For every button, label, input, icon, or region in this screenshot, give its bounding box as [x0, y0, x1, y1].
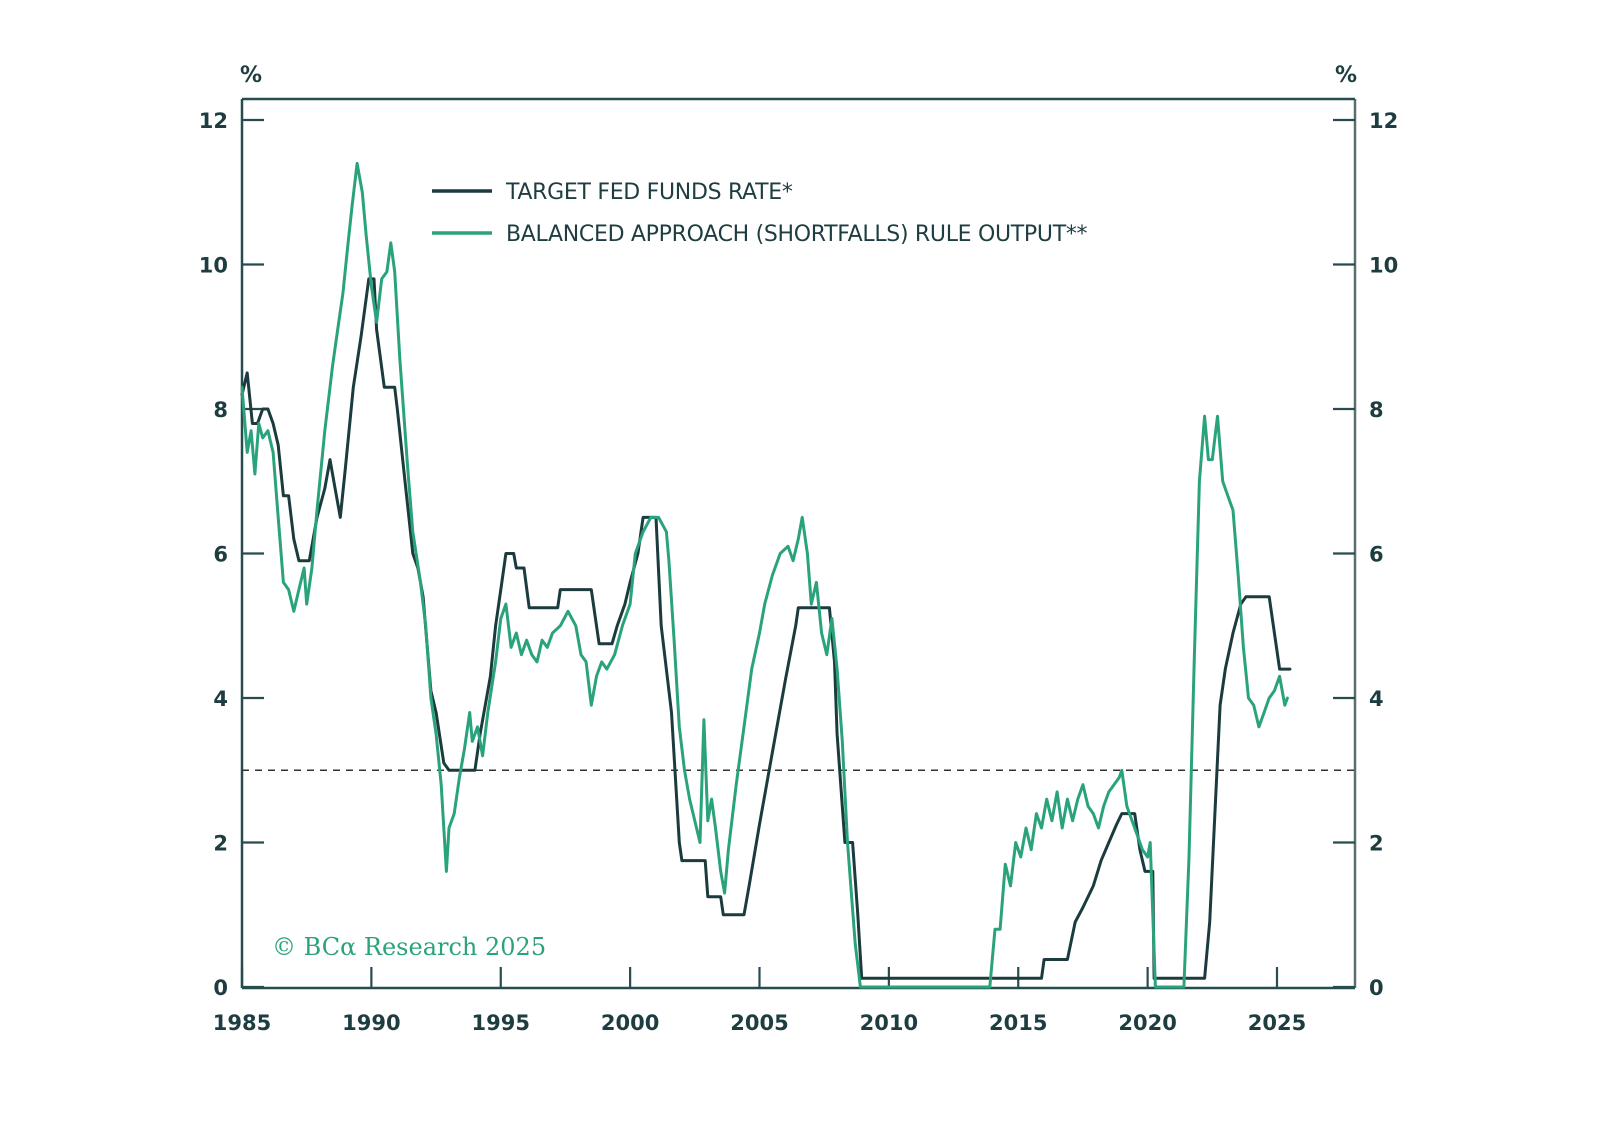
y-tick-label-left: 0 — [213, 976, 228, 1000]
legend-label-fed-funds: TARGET FED FUNDS RATE* — [505, 180, 793, 205]
y-tick-label-left: 12 — [199, 109, 228, 133]
y-axis-right: 0 2 4 6 8 10 12 — [1333, 109, 1398, 1000]
left-unit-label: % — [240, 63, 262, 88]
copyright-annotation: © BCα Research 2025 — [272, 933, 546, 961]
series-layer — [240, 161, 1292, 989]
x-tick-label: 2005 — [730, 1011, 788, 1035]
series-line-balanced-approach — [240, 161, 1289, 989]
x-axis: 1985 1990 1995 2000 2005 2010 2015 2020 2025 — [213, 967, 1306, 1035]
y-tick-label-right: 12 — [1369, 109, 1398, 133]
x-tick-label: 2010 — [860, 1011, 918, 1035]
y-tick-label-right: 10 — [1369, 254, 1398, 278]
x-tick-label: 2020 — [1118, 1011, 1176, 1035]
y-axis-left: 0 2 4 6 8 10 12 — [199, 109, 264, 1000]
x-tick-label: 2000 — [601, 1011, 659, 1035]
x-tick-label: 2025 — [1248, 1011, 1306, 1035]
y-tick-label-right: 0 — [1369, 976, 1384, 1000]
y-tick-label-right: 8 — [1369, 398, 1384, 422]
legend-label-balanced-approach: BALANCED APPROACH (SHORTFALLS) RULE OUTP… — [506, 222, 1088, 247]
x-tick-label: 2015 — [989, 1011, 1047, 1035]
y-tick-label-left: 10 — [199, 254, 228, 278]
right-unit-label: % — [1335, 63, 1357, 88]
y-tick-label-right: 6 — [1369, 543, 1384, 567]
y-tick-label-right: 4 — [1369, 687, 1384, 711]
x-tick-label: 1995 — [472, 1011, 530, 1035]
y-tick-label-left: 6 — [213, 543, 228, 567]
y-tick-label-left: 2 — [213, 832, 228, 856]
y-tick-label-left: 4 — [213, 687, 228, 711]
y-tick-label-right: 2 — [1369, 832, 1384, 856]
x-tick-label: 1990 — [342, 1011, 400, 1035]
x-tick-label: 1985 — [213, 1011, 271, 1035]
series-line-fed-funds — [240, 277, 1292, 980]
y-tick-label-left: 8 — [213, 398, 228, 422]
legend: TARGET FED FUNDS RATE* BALANCED APPROACH… — [432, 180, 1088, 247]
